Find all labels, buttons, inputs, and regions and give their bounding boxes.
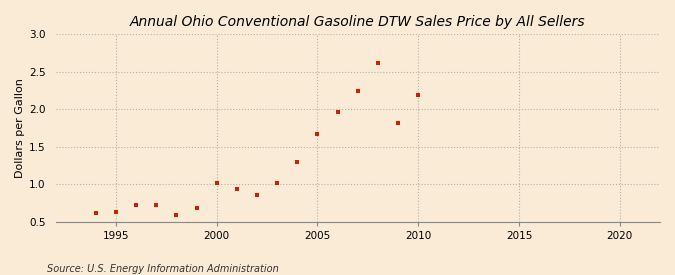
Point (252, 193, 263, 198)
Point (232, 186, 242, 191)
Text: Source: U.S. Energy Information Administration: Source: U.S. Energy Information Administ… (47, 264, 279, 274)
Point (151, 203, 161, 207)
Point (90, 211, 101, 215)
Point (413, 93, 424, 97)
Point (272, 181, 283, 186)
Point (352, 88, 363, 93)
Point (373, 60, 383, 65)
Point (332, 109, 343, 114)
Title: Annual Ohio Conventional Gasoline DTW Sales Price by All Sellers: Annual Ohio Conventional Gasoline DTW Sa… (130, 15, 586, 29)
Point (211, 181, 222, 186)
Point (111, 210, 122, 214)
Point (131, 203, 142, 207)
Point (171, 213, 182, 217)
Point (191, 206, 202, 210)
Point (312, 132, 323, 136)
Point (393, 120, 404, 125)
Y-axis label: Dollars per Gallon: Dollars per Gallon (15, 78, 25, 178)
Point (292, 160, 302, 164)
